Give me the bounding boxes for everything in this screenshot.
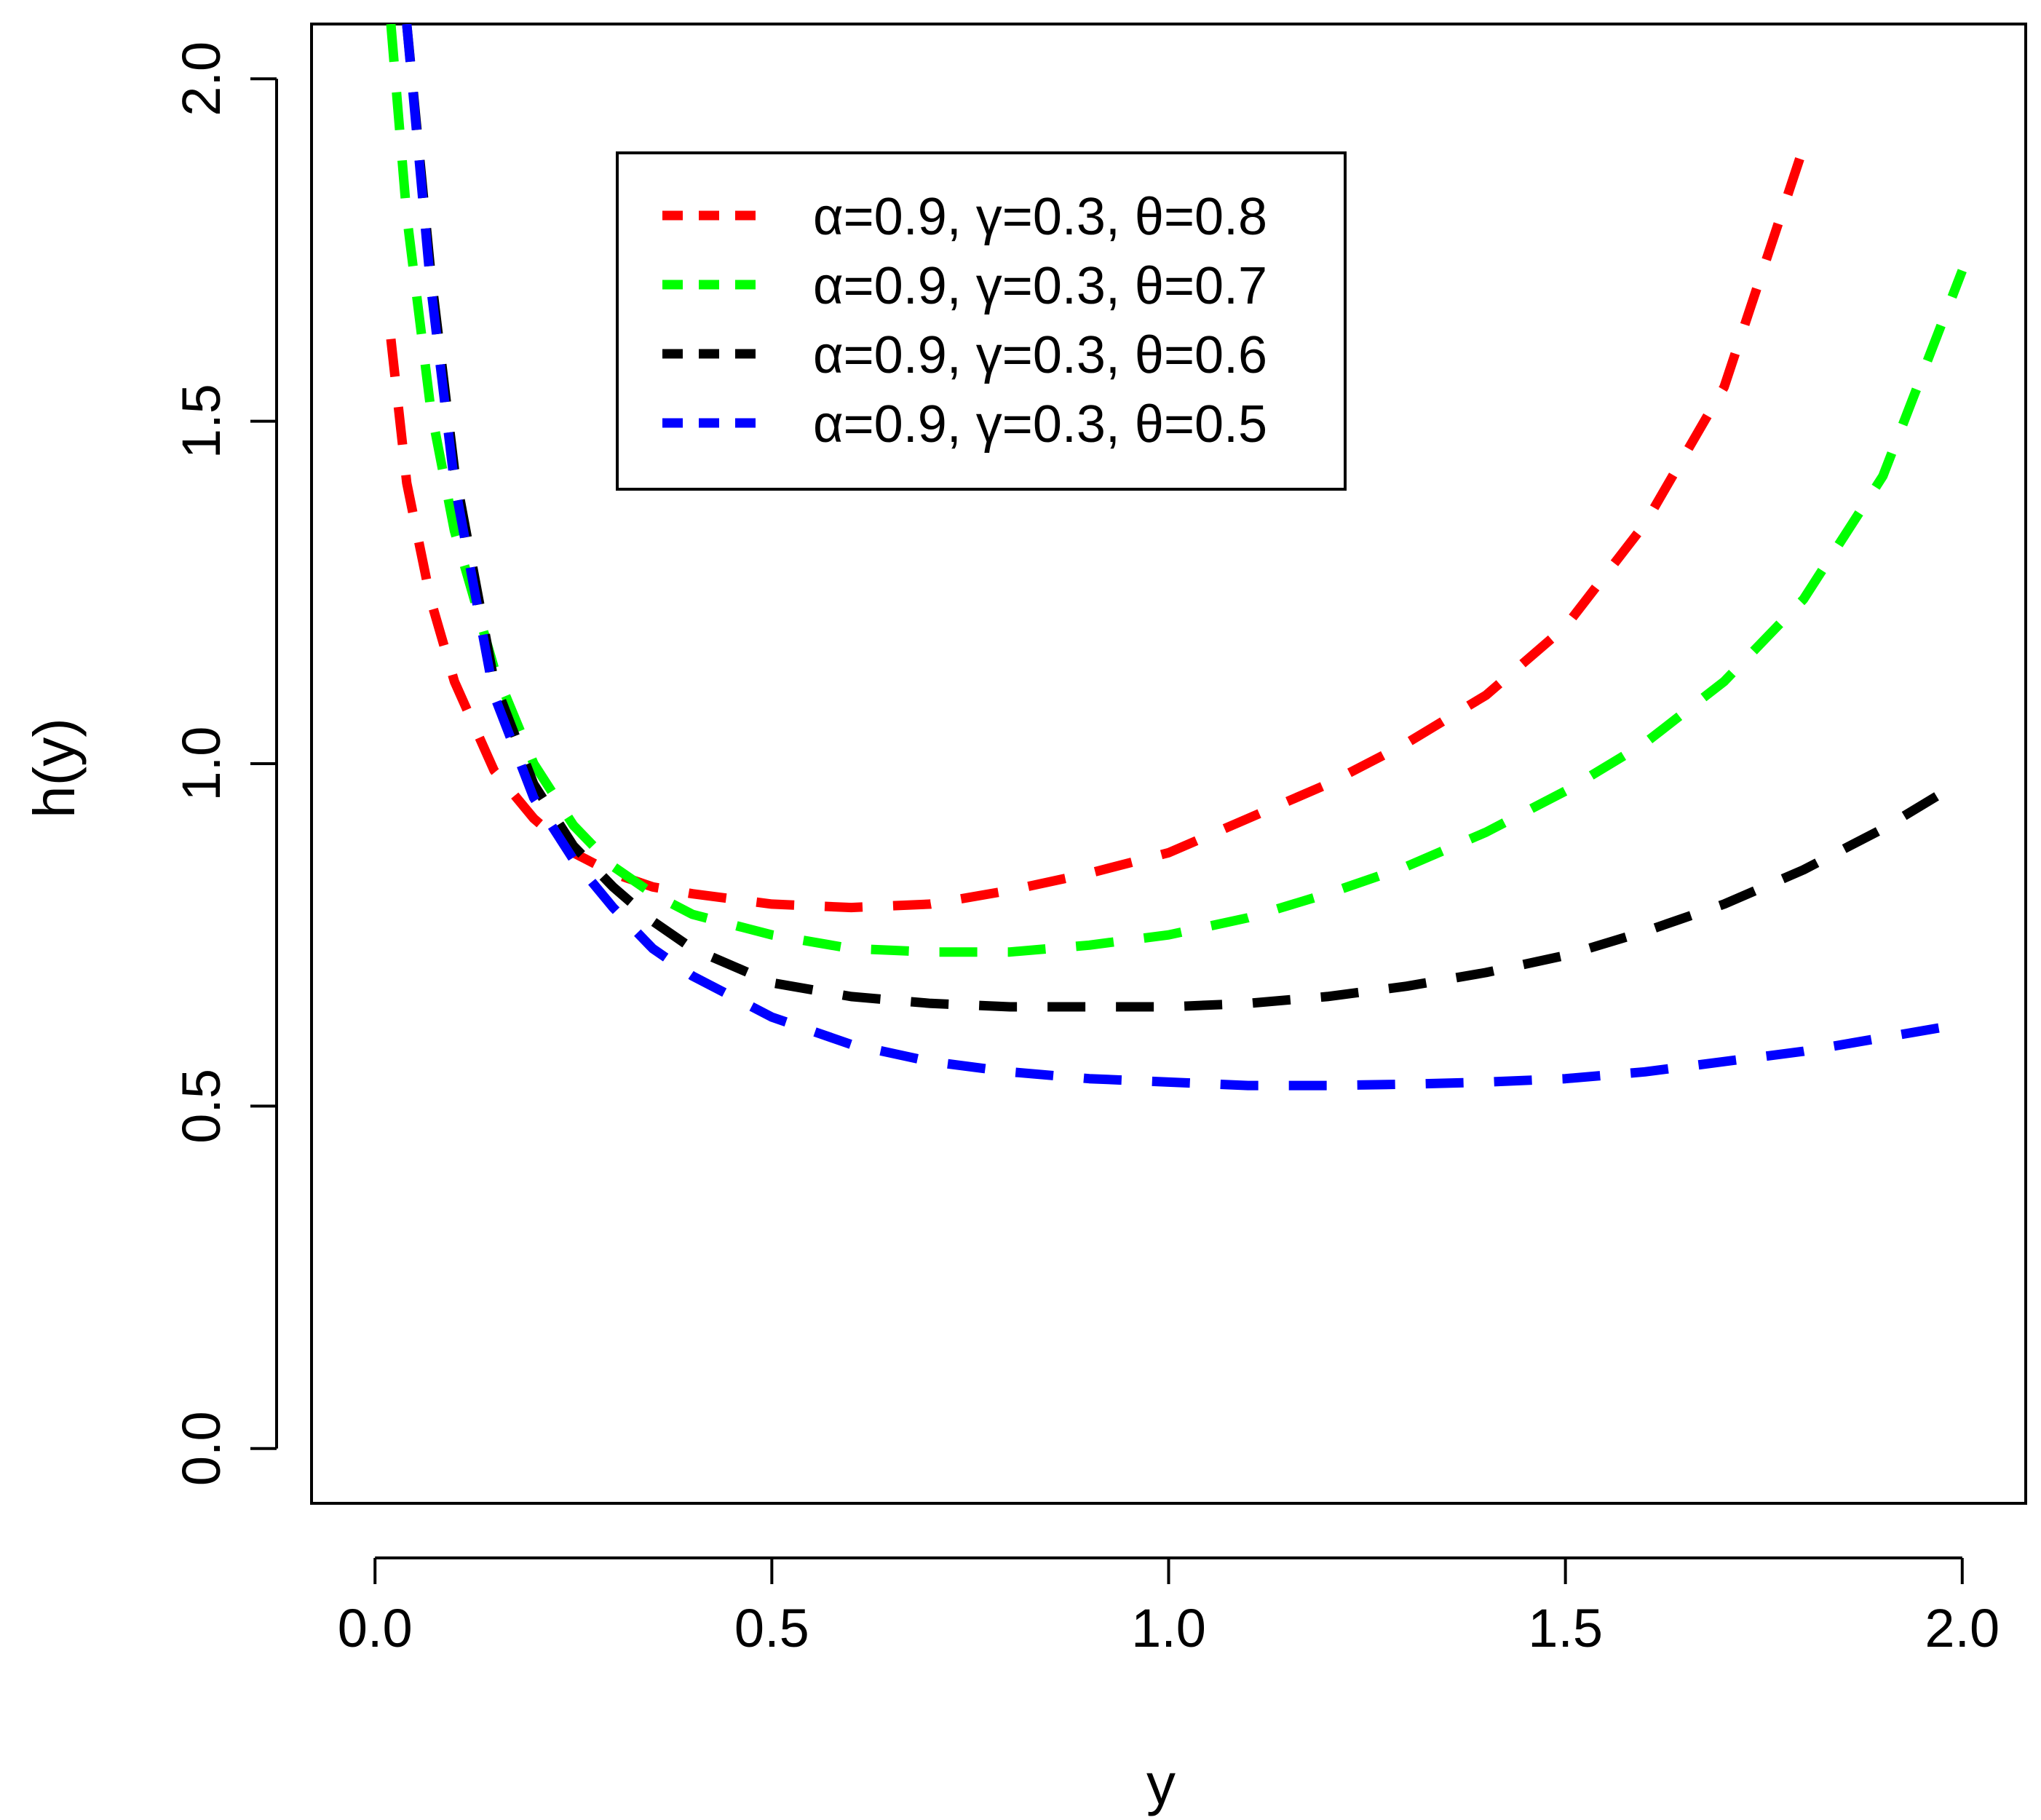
series-line-3 [402,24,1965,1012]
y-tick-label: 1.5 [171,384,231,459]
y-tick-label: 2.0 [171,41,231,116]
x-tick-label: 2.0 [1925,1598,2000,1658]
series-layer [386,24,1967,1091]
y-tick-label: 1.0 [171,727,231,802]
x-tick-label: 0.5 [734,1598,809,1658]
x-axis: 0.0 0.5 1.0 1.5 2.0 [338,1556,2000,1658]
legend-label: α=0.9, γ=0.3, θ=0.8 [813,188,1267,246]
x-tick-label: 1.0 [1131,1598,1206,1658]
legend-label: α=0.9, γ=0.3, θ=0.6 [813,326,1267,384]
legend-label: α=0.9, γ=0.3, θ=0.5 [813,395,1267,454]
series-line-2 [386,24,1967,957]
legend-box [616,151,1347,491]
y-tick-label: 0.0 [171,1411,231,1486]
x-tick-label: 1.5 [1528,1598,1603,1658]
y-tick-label: 0.5 [171,1069,231,1144]
series-line-1 [386,146,1808,913]
legend-entry: α=0.9, γ=0.3, θ=0.6 [662,326,1267,384]
legend-entry: α=0.9, γ=0.3, θ=0.8 [662,188,1267,246]
y-axis-label: h(y) [22,718,87,818]
x-axis-label: y [1146,1752,1176,1816]
legend-entry: α=0.9, γ=0.3, θ=0.7 [662,257,1267,315]
y-axis: 0.0 0.5 1.0 1.5 2.0 [171,41,278,1486]
legend-label: α=0.9, γ=0.3, θ=0.7 [813,257,1267,315]
series-line-4 [402,24,1963,1091]
plot-frame [310,23,2027,1505]
x-tick-label: 0.0 [338,1598,413,1658]
legend: α=0.9, γ=0.3, θ=0.8 α=0.9, γ=0.3, θ=0.7 … [616,151,1347,491]
legend-entry: α=0.9, γ=0.3, θ=0.5 [662,395,1267,454]
